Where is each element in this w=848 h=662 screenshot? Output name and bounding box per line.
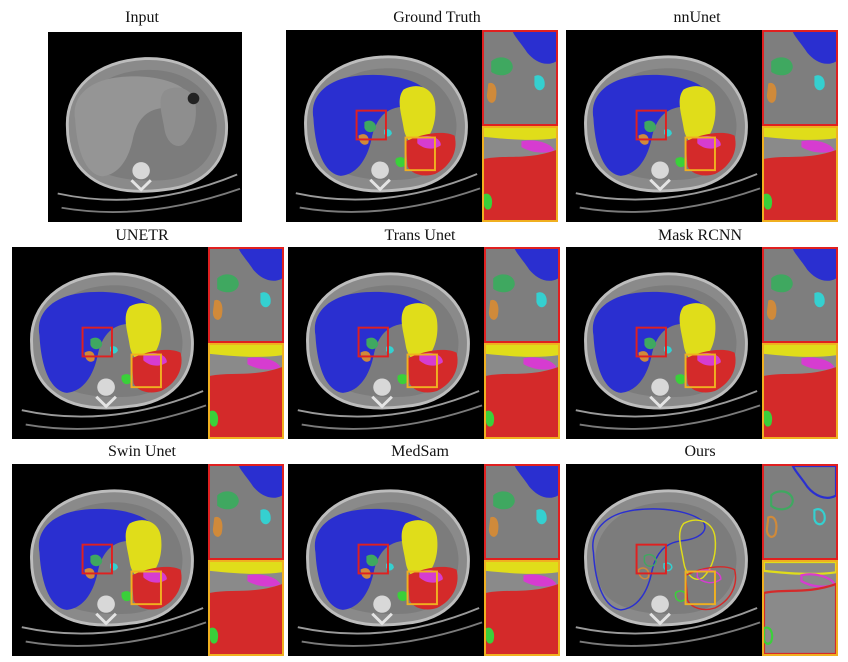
zoom-inset-red-swinunet [208,464,284,560]
panel-title-swinunet: Swin Unet [108,443,176,460]
ct-slice-input [48,32,242,222]
panel-title-medsam: MedSam [391,443,449,460]
zoom-inset-red-medsam [484,464,560,560]
ct-slice-medsam [288,464,484,656]
zoom-inset-red-ours [762,464,838,560]
ct-slice-image-transunet [288,247,484,439]
zoom-inset-red-unetr [208,247,284,343]
zoom-inset-gold-maskrcnn [762,343,838,439]
ct-slice-ours [566,464,762,656]
zoom-inset-gold-unetr [208,343,284,439]
zoom-inset-red-nnunet [762,30,838,126]
panel-title-unetr: UNETR [115,227,169,244]
ct-slice-image-medsam [288,464,484,656]
zoom-inset-red-transunet [484,247,560,343]
zoom-inset-red-gt [482,30,558,126]
ct-slice-image-nnunet [566,30,762,222]
ct-slice-transunet [288,247,484,439]
zoom-inset-gold-medsam [484,560,560,656]
ct-slice-image-unetr [12,247,208,439]
zoom-inset-gold-nnunet [762,126,838,222]
ct-slice-maskrcnn [566,247,762,439]
ct-slice-gt [286,30,482,222]
ct-slice-image-ours [566,464,762,656]
zoom-inset-gold-swinunet [208,560,284,656]
panel-title-gt: Ground Truth [393,9,481,26]
zoom-inset-gold-gt [482,126,558,222]
ct-slice-image-input [48,32,242,222]
panel-title-maskrcnn: Mask RCNN [657,227,742,244]
ct-slice-image-maskrcnn [566,247,762,439]
ct-slice-swinunet [12,464,208,656]
ct-slice-nnunet [566,30,762,222]
panel-title-nnunet: nnUnet [673,9,721,26]
zoom-inset-gold-transunet [484,343,560,439]
ct-slice-image-gt [286,30,482,222]
panel-title-ours: Ours [684,443,716,460]
zoom-inset-red-maskrcnn [762,247,838,343]
ct-slice-image-swinunet [12,464,208,656]
zoom-inset-gold-ours [762,560,838,656]
panel-title-transunet: Trans Unet [384,227,456,244]
panel-title-input: Input [125,9,159,26]
ct-slice-unetr [12,247,208,439]
